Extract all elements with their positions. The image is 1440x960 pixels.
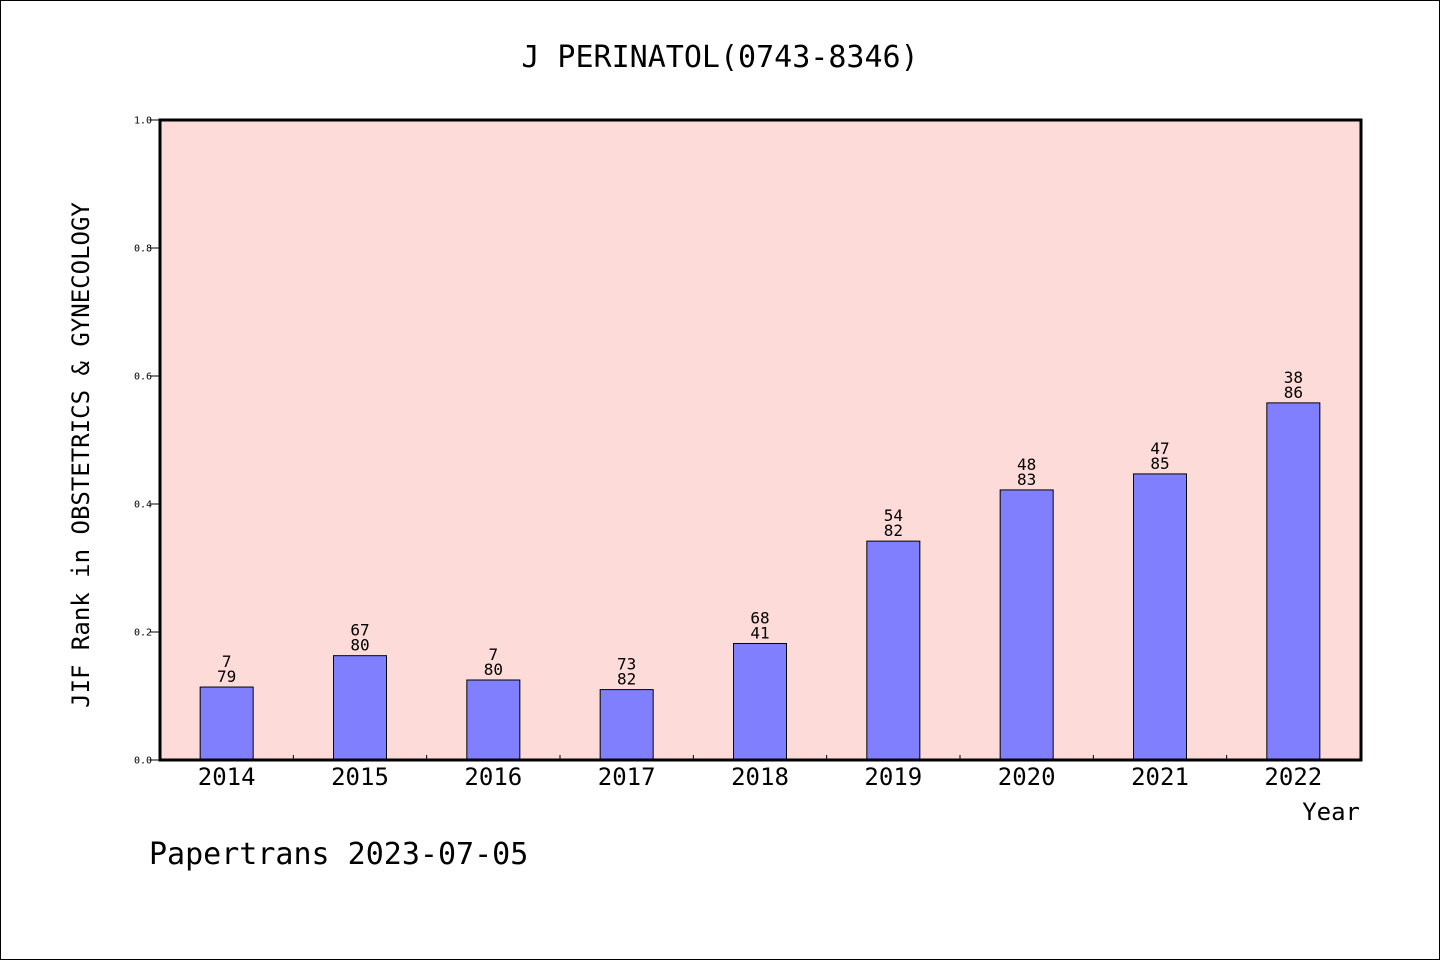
- bar-label-top: 54: [884, 506, 903, 525]
- footer-text: Papertrans 2023-07-05: [149, 837, 528, 872]
- bar-label-top: 48: [1017, 455, 1036, 474]
- x-tick-label: 2021: [1131, 763, 1189, 791]
- x-tick-label: 2019: [864, 763, 922, 791]
- chart-title: J PERINATOL(0743-8346): [521, 40, 918, 75]
- y-tick-label: 1.0: [134, 116, 152, 127]
- x-axis-label: Year: [1302, 798, 1360, 826]
- bar-label-bottom: 82: [617, 670, 636, 689]
- bar-label-top: 67: [350, 621, 369, 640]
- bar-label-top: 68: [750, 609, 769, 628]
- x-tick-label: 2014: [198, 763, 256, 791]
- bar-label-bottom: 83: [1017, 470, 1036, 489]
- plot-border: [158, 118, 1363, 762]
- bar-label-top: 38: [1284, 368, 1303, 387]
- bar: [866, 540, 921, 761]
- bar: [333, 655, 387, 761]
- x-tick-label: 2016: [464, 763, 522, 791]
- x-tick-label: 2020: [998, 763, 1056, 791]
- bar-label-top: 73: [617, 655, 636, 674]
- bar-label-bottom: 86: [1284, 383, 1303, 402]
- y-axis-ticks: 0.0 0.2 0.4 0.6 0.8 1.0: [134, 116, 160, 767]
- bar-label-bottom: 79: [217, 667, 236, 686]
- bar: [1133, 473, 1187, 761]
- bar-label-top: 7: [222, 652, 232, 671]
- bar: [466, 679, 521, 761]
- x-tick-label: 2017: [598, 763, 656, 791]
- bar: [599, 689, 654, 761]
- bar: [1266, 402, 1321, 761]
- bar-label-bottom: 80: [484, 660, 503, 679]
- x-axis-ticks: 2014 2015 2016 2017 2018 2019 2020 2021 2022: [198, 755, 1322, 791]
- bar-label-bottom: 85: [1150, 454, 1169, 473]
- bar-label-bottom: 41: [750, 624, 769, 643]
- y-tick-label: 0.6: [134, 372, 152, 383]
- y-tick-label: 0.8: [134, 244, 152, 255]
- y-axis-label: JIF Rank in OBSTETRICS & GYNECOLOGY: [67, 202, 95, 708]
- x-tick-label: 2015: [331, 763, 389, 791]
- bar: [999, 489, 1054, 761]
- bar-label-bottom: 80: [350, 636, 369, 655]
- bars: [199, 402, 1321, 761]
- bar-label-top: 7: [489, 645, 499, 664]
- bar-label-top: 47: [1150, 439, 1169, 458]
- x-tick-label: 2022: [1264, 763, 1322, 791]
- y-tick-label: 0.4: [134, 500, 152, 511]
- y-tick-label: 0.0: [134, 756, 152, 767]
- y-tick-label: 0.2: [134, 628, 152, 639]
- bar: [199, 686, 254, 761]
- x-tick-label: 2018: [731, 763, 789, 791]
- bar-label-bottom: 82: [884, 521, 903, 540]
- bar: [733, 643, 787, 761]
